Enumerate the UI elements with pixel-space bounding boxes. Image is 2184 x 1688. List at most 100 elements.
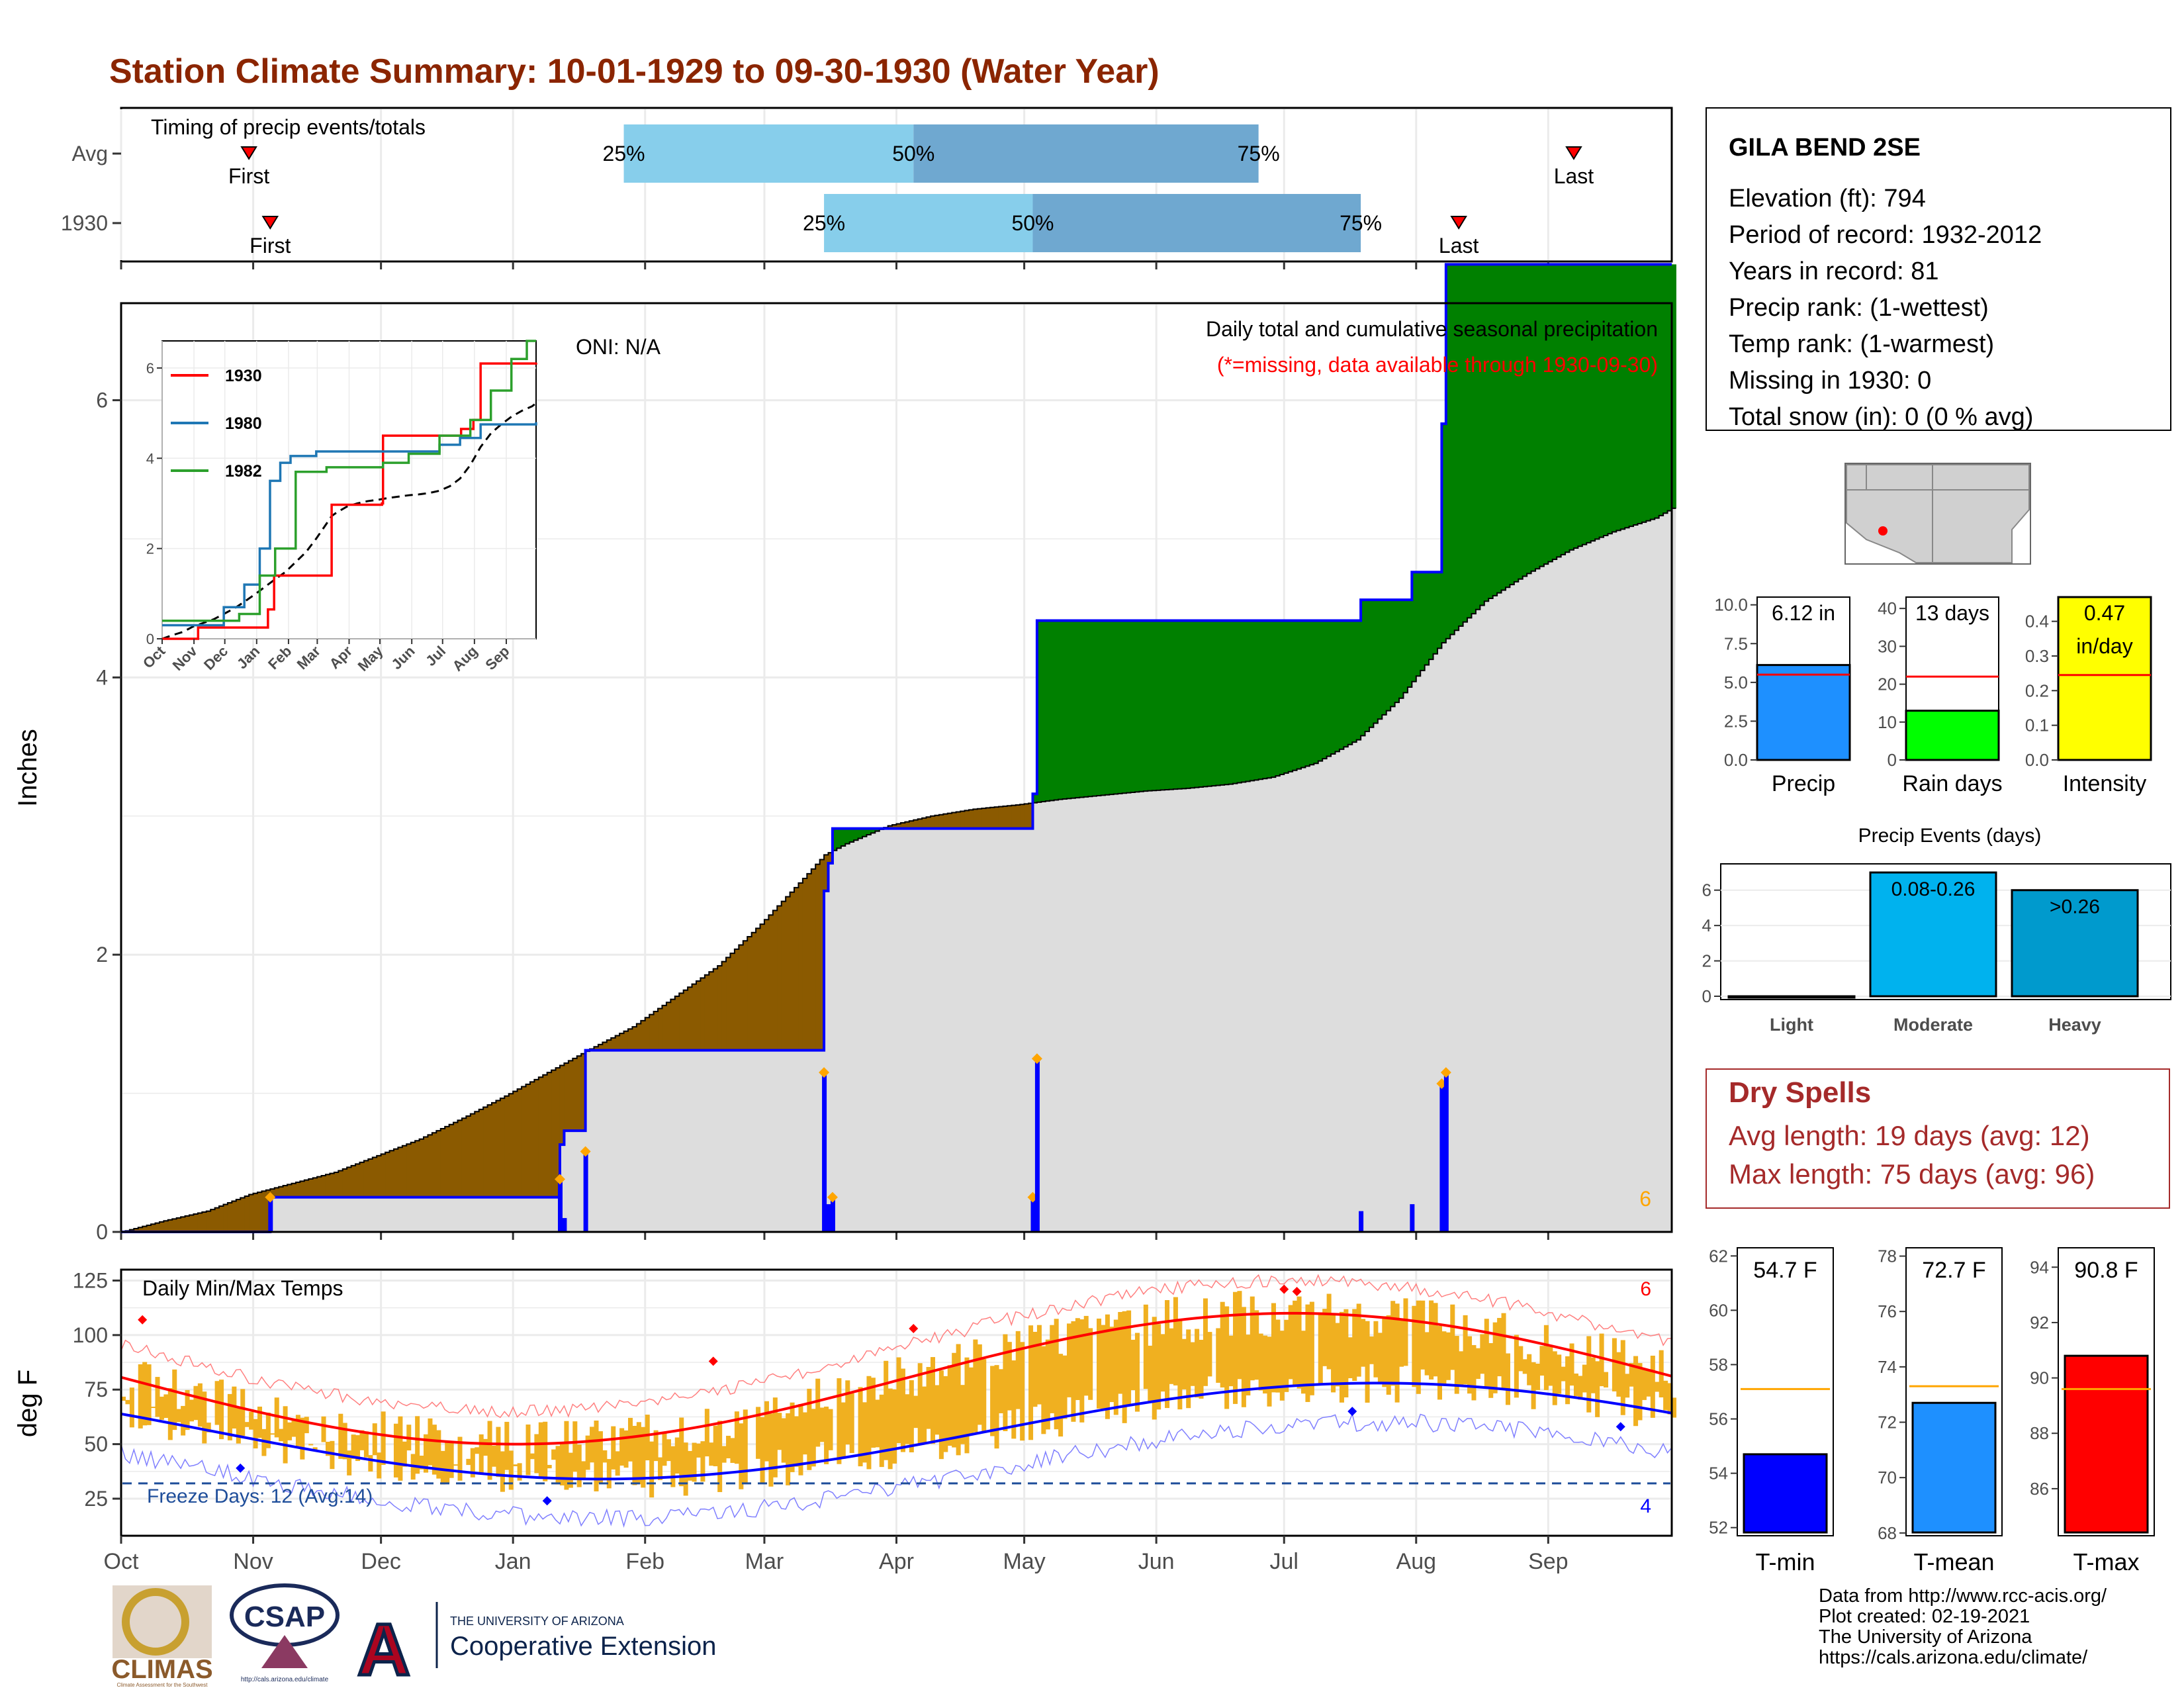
surplus-area: [1475, 264, 1480, 610]
daily-temp-range-bar: [1590, 1357, 1596, 1393]
surplus-area: [1561, 264, 1566, 555]
daily-temp-range-bar: [1629, 1363, 1634, 1387]
daily-temp-range-bar: [167, 1387, 173, 1440]
daily-temp-range-bar: [1582, 1364, 1587, 1393]
deficit-area: [138, 1227, 143, 1232]
deficit-area: [163, 1221, 169, 1232]
deficit-area: [206, 1211, 211, 1232]
daily-temp-range-bar: [683, 1442, 688, 1496]
daily-temp-range-bar: [1173, 1297, 1178, 1385]
deficit-area: [534, 1079, 539, 1197]
record-low-marker: [542, 1496, 552, 1506]
station-name: GILA BEND 2SE: [1729, 134, 1921, 162]
surplus-area: [1293, 620, 1298, 771]
daily-temp-range-bar: [274, 1397, 279, 1438]
surplus-area: [1297, 620, 1302, 769]
deficit-area: [615, 1035, 620, 1051]
daily-temp-range-bar: [1122, 1311, 1127, 1423]
timing-bar-q25-q50: [824, 194, 1033, 252]
precip-frame: [120, 302, 1673, 1233]
deficit-area: [1024, 804, 1029, 829]
daily-temp-range-bar: [1224, 1306, 1230, 1409]
surplus-area: [1369, 600, 1374, 727]
surplus-area: [1160, 620, 1165, 790]
daily-temp-range-bar: [398, 1416, 403, 1481]
events-category-label: Light: [1770, 1015, 1813, 1035]
deficit-area: [786, 896, 791, 1051]
deficit-area: [909, 821, 914, 829]
deficit-area: [649, 1014, 655, 1051]
daily-temp-range-bar: [632, 1425, 637, 1485]
deficit-area: [662, 1005, 667, 1051]
daily-temp-range-bar: [202, 1391, 207, 1444]
deficit-area: [330, 1173, 335, 1197]
events-category-label: Heavy: [2048, 1015, 2101, 1035]
daily-temp-range-bar: [905, 1394, 910, 1444]
dry-spells-title: Dry Spells: [1729, 1076, 1871, 1109]
daily-temp-range-bar: [261, 1429, 267, 1456]
deficit-area: [410, 1142, 416, 1197]
deficit-area: [709, 972, 714, 1051]
month-label: Aug: [1396, 1549, 1437, 1574]
daily-temp-range-bar: [1471, 1344, 1477, 1401]
daily-temp-range-bar: [777, 1413, 782, 1450]
surplus-area: [1527, 264, 1532, 574]
deficit-area: [210, 1209, 216, 1232]
daily-temp-range-bar: [159, 1396, 164, 1420]
deficit-area: [692, 984, 697, 1051]
deficit-area: [934, 815, 940, 829]
surplus-area: [1625, 264, 1630, 528]
surplus-area: [1186, 620, 1191, 788]
daily-temp-range-bar: [206, 1423, 211, 1432]
deficit-area: [623, 1031, 629, 1051]
surplus-area: [837, 828, 842, 849]
daily-temp-range-bar: [1343, 1309, 1349, 1397]
daily-precip-bar: [1410, 1204, 1415, 1232]
surplus-area: [1459, 264, 1464, 626]
deficit-area: [172, 1219, 177, 1232]
surplus-area: [1394, 600, 1400, 703]
inset-grid: [161, 341, 536, 639]
precip-summary-bar: [2057, 596, 2152, 761]
surplus-area: [1284, 620, 1289, 773]
deficit-area: [760, 924, 765, 1051]
inset-normal-line: [161, 402, 537, 640]
daily-precip-marker: [827, 1192, 838, 1203]
daily-temp-range-bar: [1058, 1354, 1064, 1437]
daily-temp-range-bar: [815, 1378, 821, 1447]
daily-temp-range-bar: [1505, 1353, 1510, 1405]
temp-summary-y-label: 78: [1878, 1246, 1897, 1266]
precip-summary-y-label: 40: [1878, 598, 1897, 618]
daily-temp-range-bar: [508, 1450, 514, 1490]
month-label: Sep: [1528, 1549, 1569, 1574]
daily-temp-range-bar: [1054, 1319, 1059, 1430]
daily-temp-range-bar: [615, 1451, 620, 1476]
deficit-area: [576, 1056, 582, 1131]
deficit-area: [424, 1137, 428, 1197]
surplus-area: [858, 828, 863, 839]
daily-temp-range-bar: [649, 1441, 655, 1498]
surplus-area: [1195, 620, 1200, 788]
surplus-area: [1309, 620, 1314, 765]
deficit-area: [768, 915, 774, 1051]
daily-temp-range-bar: [1437, 1325, 1442, 1400]
daily-temp-range-bar: [1216, 1328, 1221, 1383]
surplus-area: [1130, 620, 1136, 792]
surplus-area: [1211, 620, 1216, 786]
daily-temp-range-bar: [756, 1407, 761, 1459]
deficit-area: [598, 1044, 603, 1051]
temp-summary-y-label: 70: [1878, 1468, 1897, 1487]
deficit-area: [790, 892, 795, 1051]
timing-pct-label: 25%: [803, 211, 845, 235]
deficit-area: [513, 1091, 518, 1197]
precip-summary-bar: [1756, 664, 1851, 761]
surplus-area: [1407, 600, 1412, 688]
deficit-area: [968, 810, 974, 829]
deficit-area: [704, 974, 709, 1051]
deficit-area: [688, 987, 693, 1051]
deficit-area: [717, 965, 723, 1051]
daily-temp-range-bar: [641, 1427, 646, 1488]
deficit-area: [219, 1206, 224, 1232]
surplus-area: [1267, 620, 1272, 778]
deficit-area: [568, 1060, 573, 1131]
